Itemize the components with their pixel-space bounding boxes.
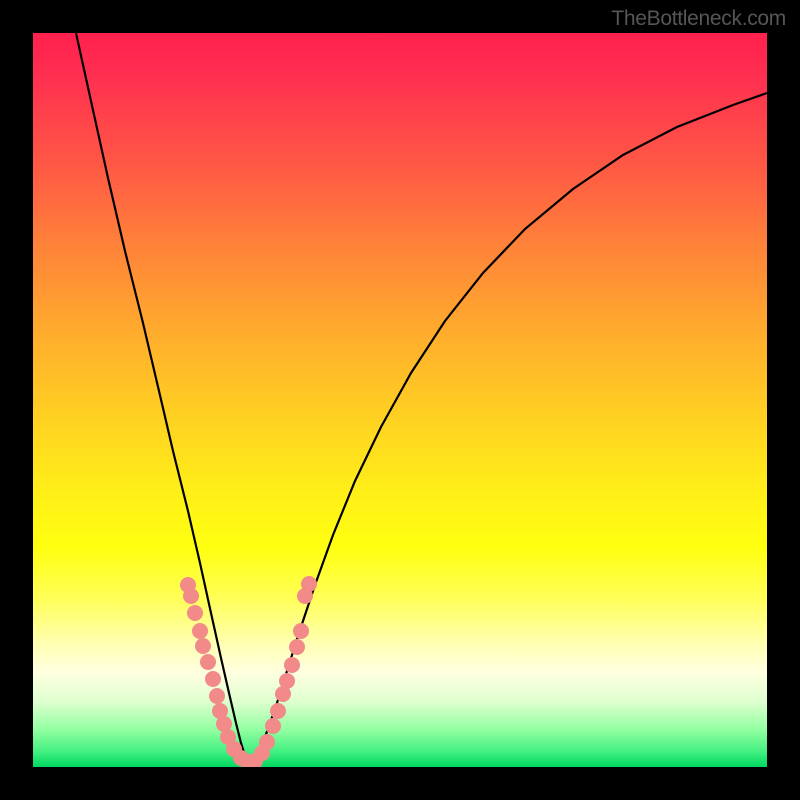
plot-curve-svg [33,33,767,767]
curve-marker [200,654,216,670]
curve-right-branch [256,93,767,759]
curve-marker [289,639,305,655]
watermark-text: TheBottleneck.com [611,7,786,31]
curve-marker [209,688,225,704]
curve-marker [187,605,203,621]
curve-marker [265,718,281,734]
curve-markers-group [180,576,317,767]
curve-marker [192,623,208,639]
curve-marker [301,576,317,592]
curve-marker [205,671,221,687]
curve-marker [284,657,300,673]
curve-marker [270,703,286,719]
curve-left-branch [76,33,246,759]
curve-marker [279,673,295,689]
curve-marker [293,623,309,639]
curve-marker [183,588,199,604]
curve-marker [195,638,211,654]
curve-marker [259,734,275,750]
